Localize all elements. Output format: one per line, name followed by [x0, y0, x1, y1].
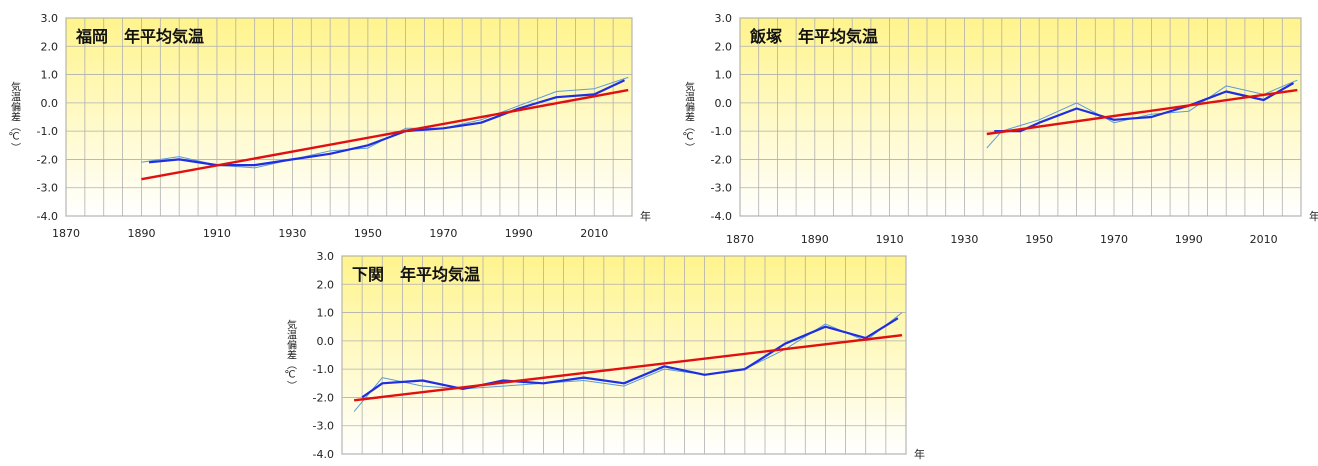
x-unit-label: 年: [914, 447, 925, 461]
x-tick-label: 1890: [801, 233, 829, 246]
x-tick-label: 1910: [203, 227, 231, 240]
x-tick-label: 1970: [1100, 233, 1128, 246]
y-tick-label: 1.0: [317, 307, 335, 320]
y-axis-label: 気温偏差（℃）: [8, 80, 20, 152]
x-tick-label: 1870: [52, 227, 80, 240]
y-tick-label: -4.0: [37, 210, 58, 223]
x-tick-label: 1950: [1025, 233, 1053, 246]
series-line-trend: [141, 88, 629, 181]
x-tick-label: 1910: [876, 233, 904, 246]
y-tick-label: 2.0: [41, 40, 59, 53]
y-tick-label: 3.0: [715, 12, 733, 25]
chart-title: 飯塚 年平均気温: [749, 27, 878, 46]
y-tick-label: 2.0: [715, 40, 733, 53]
y-tick-label: -2.0: [37, 153, 58, 166]
x-tick-label: 2010: [580, 227, 608, 240]
y-tick-label: -3.0: [711, 182, 732, 195]
y-tick-label: 3.0: [41, 12, 59, 25]
chart-title: 下関 年平均気温: [352, 265, 480, 284]
x-tick-label: 1990: [1175, 233, 1203, 246]
series-line-moving-avg: [361, 317, 899, 399]
x-tick-label: 1970: [429, 227, 457, 240]
x-tick-label: 2010: [1250, 233, 1278, 246]
chart-panel-1: 3.0 2.0 1.0 0.0 -1.0 -2.0 -3.0 -4.0 1870 1890 1910…: [682, 12, 1318, 246]
x-tick-label: 1890: [127, 227, 155, 240]
y-axis-label: 気温偏差（℃）: [284, 318, 296, 390]
y-tick-label: -4.0: [711, 210, 732, 223]
y-tick-label: -3.0: [313, 420, 334, 433]
chart-title: 福岡 年平均気温: [75, 27, 204, 46]
y-tick-label: 0.0: [41, 97, 59, 110]
y-tick-label: -1.0: [313, 363, 334, 376]
series-line-trend: [353, 334, 903, 402]
y-tick-label: -2.0: [313, 391, 334, 404]
x-tick-label: 1870: [726, 233, 754, 246]
x-tick-label: 1930: [278, 227, 306, 240]
y-tick-label: -3.0: [37, 182, 58, 195]
y-tick-label: -2.0: [711, 153, 732, 166]
y-tick-label: 1.0: [41, 69, 59, 82]
x-unit-label: 年: [640, 209, 651, 223]
y-tick-label: -4.0: [313, 448, 334, 461]
x-tick-label: 1950: [354, 227, 382, 240]
y-axis-label: 気温偏差（℃）: [682, 80, 694, 152]
y-tick-label: 2.0: [317, 278, 335, 291]
chart-panel-0: 3.0 2.0 1.0 0.0 -1.0 -2.0 -3.0 -4.0 1870 1890 1910…: [8, 12, 651, 240]
x-tick-label: 1930: [950, 233, 978, 246]
y-tick-label: -1.0: [711, 125, 732, 138]
y-tick-label: 1.0: [715, 69, 733, 82]
y-tick-label: -1.0: [37, 125, 58, 138]
y-tick-label: 0.0: [715, 97, 733, 110]
series-line-trend: [986, 88, 1298, 136]
y-tick-label: 0.0: [317, 335, 335, 348]
chart-panel-2: 3.0 2.0 1.0 0.0 -1.0 -2.0 -3.0 -4.0 年 気温偏差（℃） 下関 年…: [284, 250, 925, 461]
x-tick-label: 1990: [505, 227, 533, 240]
x-unit-label: 年: [1309, 209, 1318, 223]
y-tick-label: 3.0: [317, 250, 335, 263]
